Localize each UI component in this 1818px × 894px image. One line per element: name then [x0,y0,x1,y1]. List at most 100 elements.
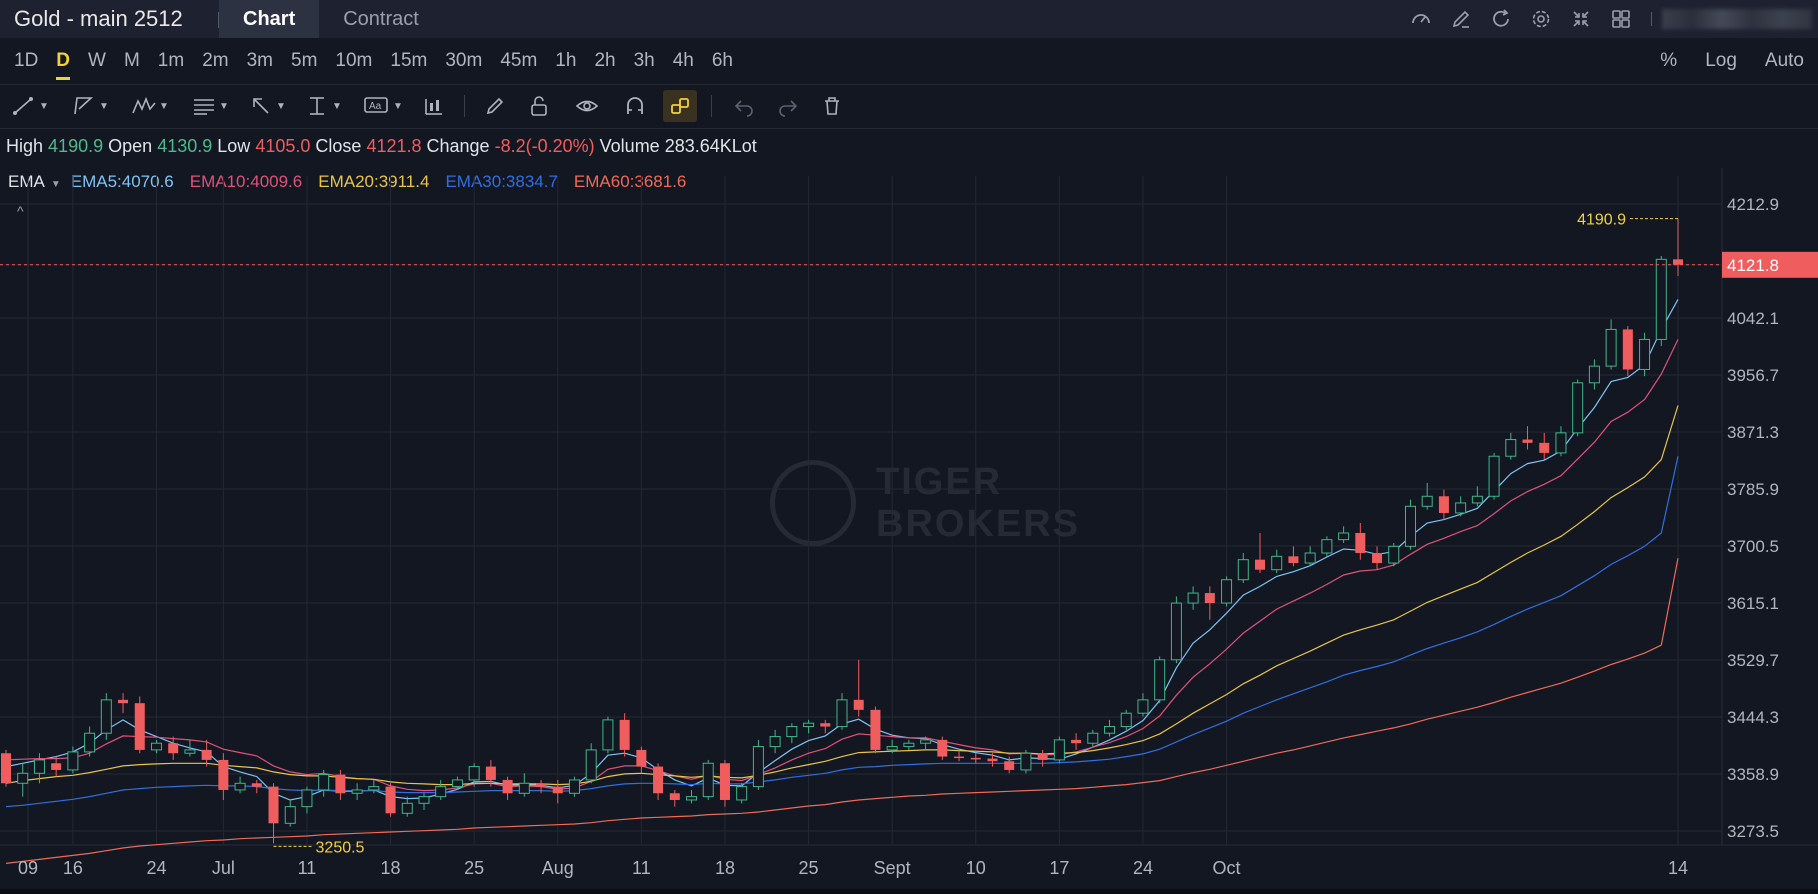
svg-text:Aa: Aa [369,101,382,112]
volume-value: 283.64KLot [664,136,757,156]
fib-icon[interactable]: ▼ [194,99,229,115]
period-45m[interactable]: 45m [500,50,538,71]
candle-body-down [669,793,680,800]
candle-body-up [1271,555,1283,571]
candle-body-up [1187,592,1199,604]
period-2h[interactable]: 2h [594,50,616,71]
measure-icon[interactable]: ▼ [310,97,342,115]
period-M[interactable]: M [123,50,140,71]
date-tick-label: 25 [799,858,819,878]
period-3h[interactable]: 3h [633,50,655,71]
price-tick-label: 3529.7 [1727,651,1779,670]
link-icon[interactable] [663,90,697,122]
ema20-line [5,405,1679,786]
date-tick-label: 18 [381,858,401,878]
candle-body-up [1170,602,1182,661]
period-1D[interactable]: 1D [14,50,39,71]
account-avatar-blurred[interactable] [1662,9,1812,29]
candle-body-up [1388,545,1400,564]
candle-body-down [1204,593,1215,604]
gauge-icon[interactable] [1401,0,1441,38]
trend-line-icon[interactable]: ▼ [0,84,60,128]
top-bar: Gold - main 2512 Chart Contract [0,0,1818,38]
period-D[interactable]: D [47,38,79,84]
candle-body-down [118,699,129,704]
candle-body-down [954,756,965,759]
tab-contract[interactable]: Contract [319,0,443,38]
period-5m[interactable]: 5m [291,50,318,71]
period-W[interactable]: W [88,50,106,71]
period-1m[interactable]: 1m [157,50,185,71]
redo-icon[interactable] [766,84,810,128]
compress-icon[interactable] [1561,0,1601,38]
indicator-icon[interactable] [414,84,454,128]
candle-body-up [301,789,313,808]
candle-body-up [786,726,798,738]
percent-scale-button[interactable]: % [1660,50,1678,71]
candle-body-down [853,699,864,710]
period-1h[interactable]: 1h [555,50,577,71]
collapse-indicator-icon[interactable]: ^ [17,203,24,219]
candles [1,218,1683,844]
layout-grid-icon[interactable] [1601,0,1641,38]
pattern-icon[interactable]: ▼ [120,84,180,128]
period-6h[interactable]: 6h [711,50,733,71]
candle-body-down [619,719,630,750]
candle-body-up [1154,659,1166,701]
candle-body-down [1255,559,1265,570]
tab-chart[interactable]: Chart [219,0,320,38]
candle-body-up [752,746,764,788]
candle-body-up [568,779,580,794]
candle-body-down [1673,259,1683,265]
period-15m[interactable]: 15m [390,50,428,71]
date-tick-label: 24 [146,858,166,878]
candle-body-down [335,774,346,794]
candle-body-up [234,782,246,791]
ema60-value: EMA60:3681.6 [573,172,687,191]
bottom-strip [0,889,1818,894]
price-axis: 4212.9 4042.1 3956.7 3871.3 3785.9 3700.5 3615… [1727,195,1779,841]
price-tick-label: 4212.9 [1727,195,1779,214]
candle-body-up [1421,495,1433,507]
edit-icon[interactable] [1441,0,1481,38]
period-bar: 1D D W M 1m 2m 3m 5m 10m 15m 30m 45m 1h … [0,38,1818,85]
period-4h[interactable]: 4h [672,50,694,71]
candle-body-up [67,751,79,771]
watermark-text: TIGER BROKERS [876,461,1080,545]
candle-body-up [1020,752,1032,771]
text-icon[interactable]: Aa ▼ [352,84,414,128]
eye-icon[interactable] [563,84,611,128]
refresh-icon[interactable] [1481,0,1521,38]
open-label: Open [108,136,153,156]
trash-icon[interactable] [810,84,854,128]
lock-icon[interactable] [515,84,563,128]
close-label: Close [315,136,362,156]
candle-body-down [502,779,513,794]
candle-body-up [150,742,162,751]
candle-body-down [719,763,730,800]
polyline-icon[interactable]: ▼ [60,84,120,128]
price-tick-label: 3956.7 [1727,366,1779,385]
icon-divider [1651,12,1652,26]
settings-icon[interactable] [1521,0,1561,38]
pencil-icon[interactable] [475,84,515,128]
period-2m[interactable]: 2m [202,50,229,71]
candle-body-down [552,786,563,794]
period-10m[interactable]: 10m [335,50,373,71]
magnet-icon[interactable] [611,84,659,128]
period-3m[interactable]: 3m [246,50,274,71]
log-scale-button[interactable]: Log [1705,50,1737,71]
instrument-title[interactable]: Gold - main 2512 [0,6,219,32]
date-tick-label: 11 [298,858,317,878]
arrow-icon[interactable]: ▼ [240,84,296,128]
candle-body-down [218,759,229,790]
scale-options: % Log Auto [1646,38,1818,84]
drawing-toolbar: ▼ ▼ ▼ ▼ ▼ ▼ Aa ▼ [0,84,1818,129]
candlestick-chart[interactable]: 4212.9 4042.1 3956.7 3871.3 3785.9 3700.5 3615… [0,168,1818,889]
ema-indicator-selector[interactable]: EMA ▼ [8,172,61,192]
undo-icon[interactable] [722,84,766,128]
price-markers: 4121.8 4190.9 3250.5 [0,212,1818,856]
date-tick-label: 11 [632,858,651,878]
period-30m[interactable]: 30m [445,50,483,71]
auto-scale-button[interactable]: Auto [1764,50,1804,71]
